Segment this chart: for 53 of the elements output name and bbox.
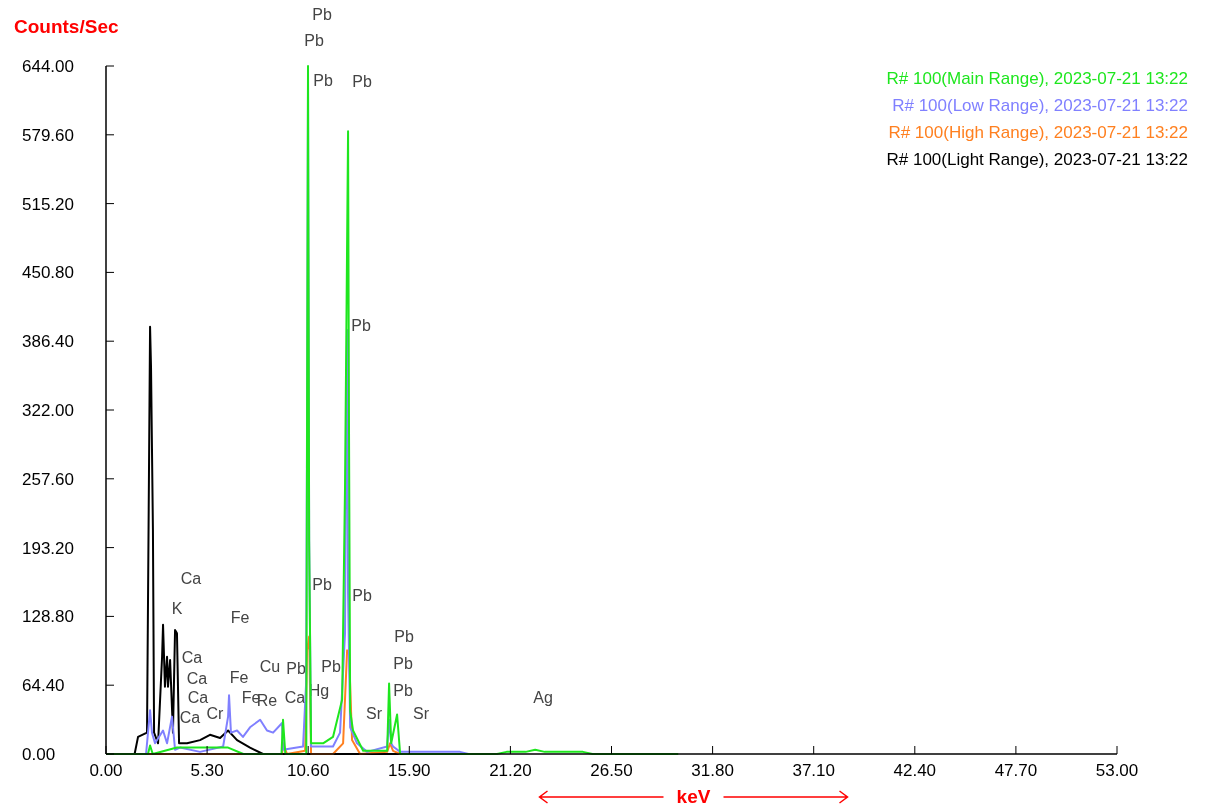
- text: Pb: [312, 5, 332, 23]
- annotation: Ca: [187, 688, 209, 706]
- annotation: Ca: [284, 688, 306, 706]
- y-tick-label: 515.20: [22, 194, 74, 214]
- annotation: Pb: [393, 681, 413, 699]
- y-tick-label: 128.80: [22, 607, 74, 627]
- x-axis-title: keV: [676, 786, 711, 805]
- annotation: Sr: [366, 704, 383, 722]
- annotation: Pb: [321, 657, 341, 675]
- x-tick-label: 47.70: [994, 761, 1038, 780]
- annotation: Cu: [259, 657, 281, 675]
- x-tick-label: 15.90: [388, 761, 431, 780]
- x-tick-label: 53.00: [1095, 761, 1139, 780]
- annotation: Pb: [352, 72, 372, 90]
- annotation: Ca: [180, 569, 202, 587]
- annotation: Pb: [352, 586, 372, 604]
- x-tick-label: 31.80: [691, 761, 734, 780]
- y-tick-label: 450.80: [22, 263, 74, 283]
- text: R# 100(Main Range), 2023-07-21 13:22: [886, 68, 1188, 88]
- y-tick-label: 64.40: [22, 676, 65, 696]
- text: Pb: [304, 31, 324, 49]
- text: R# 100(Low Range), 2023-07-21 13:22: [892, 95, 1188, 115]
- annotation: Ca: [186, 669, 208, 687]
- y-tick-label: 386.40: [22, 332, 74, 352]
- y-tick-label: 579.60: [22, 125, 74, 145]
- annotation: Pb: [313, 71, 333, 89]
- annotation: Fe: [229, 668, 249, 686]
- y-tick-label: 644.00: [22, 56, 74, 76]
- annotation: Pb: [394, 627, 414, 645]
- annotation: Cr: [206, 704, 225, 722]
- annotation: Pb: [393, 654, 413, 672]
- annotation: Ca: [181, 648, 203, 666]
- x-tick-label: 42.40: [893, 761, 937, 780]
- y-tick-label: 322.00: [22, 400, 74, 420]
- annotation: Pb: [351, 316, 371, 334]
- annotation: Fe: [230, 608, 250, 626]
- x-tick-label: 21.20: [489, 761, 532, 780]
- annotation: Ca: [179, 708, 201, 726]
- annotation: K: [171, 599, 183, 617]
- y-tick-label: 257.60: [22, 469, 74, 489]
- x-tick-label: 10.60: [286, 761, 330, 780]
- x-tick-label: 5.30: [190, 761, 224, 780]
- y-tick-label: 0.00: [22, 744, 56, 764]
- text: R# 100(High Range), 2023-07-21 13:22: [888, 122, 1188, 142]
- y-axis-title: Counts/Sec: [14, 16, 119, 37]
- x-tick-label: 37.10: [792, 761, 835, 780]
- annotation: Pb: [312, 575, 332, 593]
- x-tick-label: 0.00: [89, 761, 123, 780]
- x-tick-label: 26.50: [590, 761, 633, 780]
- annotation: Ag: [533, 688, 553, 706]
- text: R# 100(Light Range), 2023-07-21 13:22: [886, 149, 1188, 169]
- annotation: Sr: [413, 704, 430, 722]
- y-tick-label: 193.20: [22, 538, 74, 558]
